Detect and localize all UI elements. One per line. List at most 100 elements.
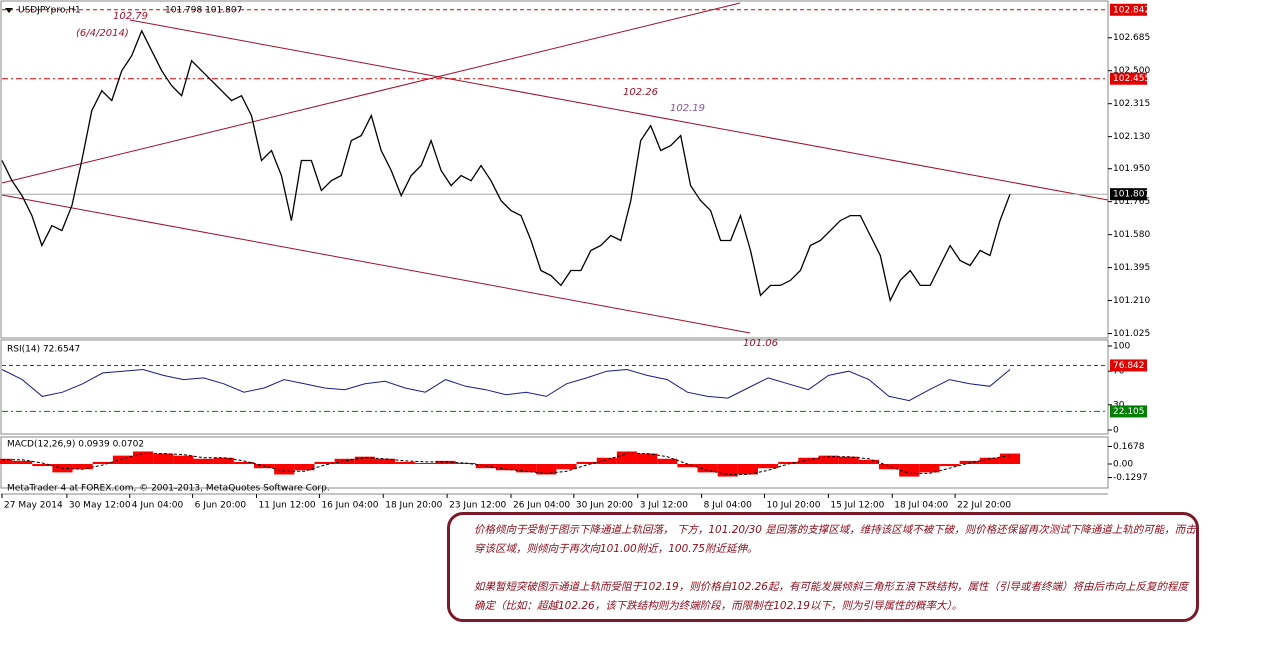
level-label-box [1110, 405, 1147, 418]
macd-bar [717, 464, 738, 477]
commentary-text: 如果暂短突破图示通道上轨而受阻于102.19，则价格自102.26起，有可能发展… [474, 581, 1188, 612]
macd-bar [133, 451, 154, 464]
rsi-pane [0, 339, 1109, 435]
y-tick-label: 102.130 [1113, 132, 1150, 142]
signal-line [2, 453, 1011, 475]
macd-bar [32, 464, 53, 467]
macd-bar [677, 464, 698, 468]
macd-bar [415, 462, 436, 464]
y-tick-label: -0.1297 [1113, 473, 1148, 483]
y-tick-label: 101.025 [1113, 329, 1150, 339]
macd-bar [395, 461, 416, 464]
macd-bar [979, 457, 1000, 464]
macd-bar [72, 464, 93, 470]
macd-bar [637, 453, 658, 464]
watermark: MetaTrader 4 at FOREX.com, © 2001-2013, … [7, 484, 330, 494]
y-tick-label: 70 [1113, 367, 1125, 377]
pane-title: USDJPYpro,H1 [18, 6, 81, 16]
macd-bar [354, 456, 375, 464]
x-tick-label: 18 Jun 20:00 [385, 501, 442, 511]
x-tick-label: 3 Jul 12:00 [640, 501, 689, 511]
macd-bar [536, 464, 557, 475]
macd-bar [112, 455, 134, 464]
macd-bar [12, 460, 33, 464]
macd-bar [233, 461, 254, 464]
y-tick-label: 0.00 [1113, 460, 1133, 470]
level-label-box [1110, 3, 1147, 16]
macd-bar [657, 458, 678, 464]
y-tick-label: 30 [1113, 400, 1125, 410]
macd-bar [838, 456, 859, 464]
y-tick-label: 102.500 [1113, 66, 1150, 76]
macd-bar [213, 457, 234, 464]
x-tick-label: 26 Jun 04:00 [513, 501, 570, 511]
macd-bar [294, 464, 315, 471]
macd-bar [173, 455, 194, 464]
x-tick-label: 15 Jul 12:00 [830, 501, 884, 511]
level-label: 102.842 [1113, 5, 1150, 15]
x-tick-label: 30 May 12:00 [69, 501, 131, 511]
x-tick-label: 8 Jul 04:00 [704, 501, 753, 511]
macd-bar [616, 451, 638, 464]
y-tick-label: 0.1678 [1113, 442, 1145, 452]
macd-bar [899, 464, 920, 477]
chart: 102.685 102.500 102.315 102.130 101.950 101.7… [0, 0, 1150, 511]
level-label-box [1110, 359, 1147, 372]
macd-bar [334, 458, 355, 464]
macd-bar [858, 459, 879, 464]
level-label-box [1110, 72, 1147, 85]
price-line [1, 368, 1011, 402]
macd-bar [274, 464, 295, 475]
macd-bar [435, 460, 456, 464]
macd-bar [556, 464, 577, 470]
macd-bar [153, 453, 174, 464]
y-tick-label: 101.395 [1113, 263, 1150, 273]
x-tick-label: 30 Jun 20:00 [576, 501, 633, 511]
x-tick-label: 11 Jun 12:00 [258, 501, 315, 511]
level-label: 76.842 [1113, 361, 1145, 371]
macd-bar [878, 464, 900, 470]
annotation: 102.19 [670, 103, 705, 114]
x-tick-label: 22 Jul 20:00 [957, 501, 1011, 511]
macd-bar [495, 464, 517, 471]
menu-arrow [5, 8, 13, 13]
commentary-box: 价格倾向于受制于图示下降通道上轨回落， 下方，101.20/30 是回落的支撑区… [447, 512, 1199, 622]
quote: 101.798 101.807 [165, 6, 242, 16]
x-tick-label: 6 Jun 20:00 [195, 501, 247, 511]
macd-bar [778, 461, 799, 464]
macd-bar [939, 464, 960, 467]
annotation: (6/4/2014) [76, 28, 129, 39]
level-label: 101.807 [1113, 190, 1150, 200]
y-tick-label: 0 [1113, 426, 1119, 436]
y-tick-label: 101.765 [1113, 197, 1150, 207]
y-tick-label: 102.315 [1113, 99, 1150, 109]
level-label: 102.455 [1113, 74, 1150, 84]
macd-bar [999, 453, 1021, 464]
y-tick-label: 101.580 [1113, 230, 1150, 240]
macd-bar [758, 464, 779, 469]
level-label-box [1110, 188, 1147, 201]
channel-upper [129, 19, 1109, 201]
macd-bar [516, 464, 537, 473]
macd-bar [798, 457, 819, 464]
pane-title: RSI(14) 72.6547 [7, 345, 80, 355]
macd-bar [818, 455, 839, 464]
y-tick-label: 100 [1113, 342, 1130, 352]
macd-bar [193, 458, 214, 464]
pane-title: MACD(12,26,9) 0.0939 0.0702 [7, 440, 144, 450]
macd-bar [919, 464, 940, 473]
price-line [1, 29, 1011, 303]
commentary-text: 价格倾向于受制于图示下降通道上轨回落， 下方，101.20/30 是回落的支撑区… [474, 524, 1196, 555]
price-pane [0, 0, 1109, 339]
macd-bar [596, 457, 617, 464]
annotation: 102.79 [113, 11, 148, 22]
macd-bar [576, 461, 597, 464]
y-tick-label: 102.685 [1113, 33, 1150, 43]
annotation: 102.26 [623, 87, 658, 98]
x-tick-label: 18 Jul 04:00 [894, 501, 948, 511]
x-tick-label: 4 Jun 04:00 [132, 501, 184, 511]
macd-bar [737, 464, 758, 475]
macd-bar [92, 461, 113, 464]
level-label: 22.105 [1113, 407, 1145, 417]
